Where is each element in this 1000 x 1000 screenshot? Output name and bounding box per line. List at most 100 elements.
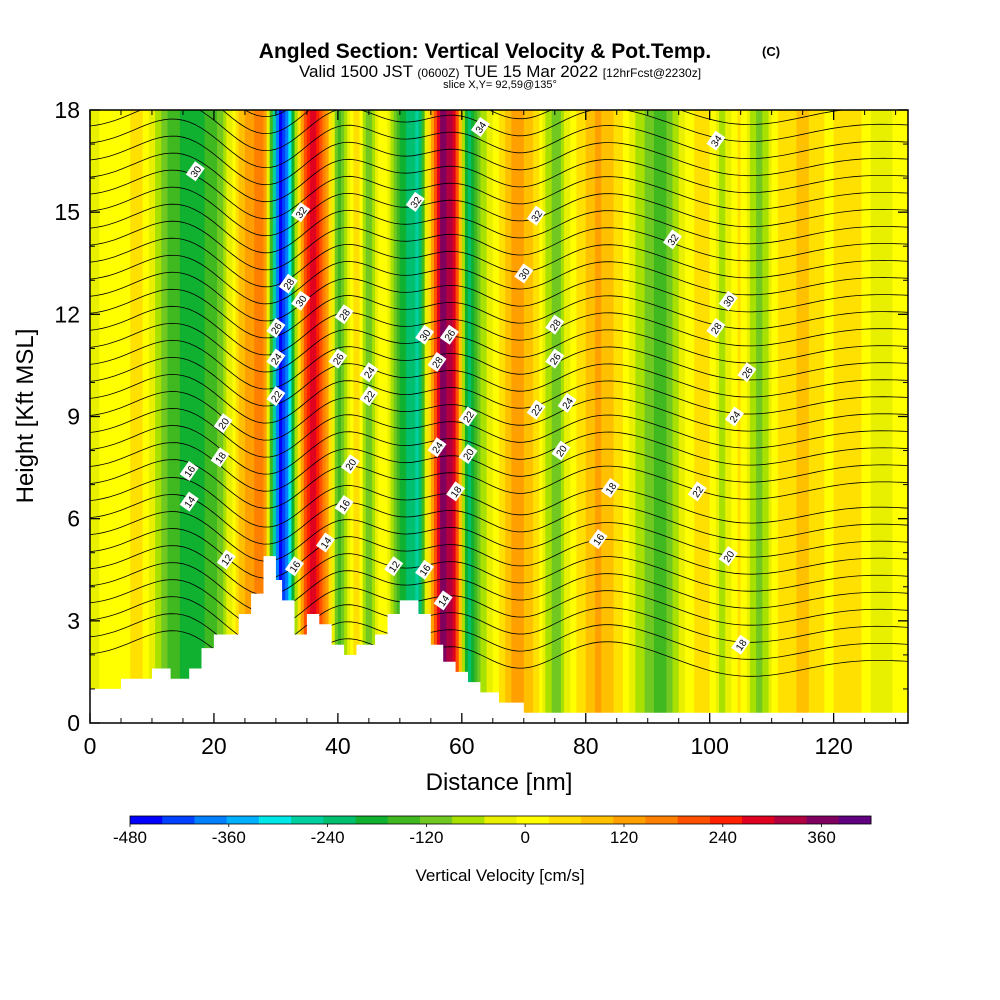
velocity-cell	[381, 110, 385, 723]
velocity-cell	[539, 110, 543, 723]
velocity-cell	[579, 110, 584, 723]
velocity-cell	[892, 110, 897, 723]
velocity-cell	[765, 110, 770, 723]
colorbar-frame	[129, 815, 872, 825]
contour-label-bg	[687, 481, 707, 502]
velocity-cell	[827, 110, 832, 723]
velocity-cell	[709, 110, 714, 723]
y-tick-label: 3	[67, 608, 80, 634]
isentrope-line	[90, 596, 908, 647]
velocity-cell	[681, 110, 686, 723]
velocity-cell	[886, 110, 891, 723]
contour-label: 20	[213, 413, 233, 434]
velocity-cell	[309, 110, 314, 723]
velocity-cell	[186, 110, 190, 723]
y-axis: 0 3 6 9 12 15 18	[54, 97, 908, 736]
velocity-cell	[849, 110, 853, 723]
velocity-cell	[793, 110, 798, 723]
contour-label-bg	[588, 529, 608, 550]
isentrope-line	[90, 110, 908, 152]
y-axis-label: Height [Kft MSL]	[12, 329, 39, 504]
velocity-cell	[179, 110, 184, 723]
slice-label: slice X,Y= 92,59@135°	[443, 79, 557, 91]
velocity-cell	[176, 110, 181, 723]
isentrope-line	[90, 442, 908, 492]
contour-label: 26	[737, 362, 757, 383]
velocity-cell	[350, 110, 354, 723]
velocity-cell	[170, 110, 175, 723]
velocity-cell	[303, 110, 308, 723]
isentrope-line	[90, 494, 908, 545]
velocity-cell	[604, 110, 609, 723]
velocity-cell	[189, 110, 193, 723]
isentrope-line	[90, 511, 908, 562]
velocity-cell	[297, 110, 302, 723]
velocity-cell	[684, 110, 689, 723]
velocity-cell	[508, 110, 512, 723]
velocity-cell	[406, 110, 410, 723]
velocity-cell	[557, 110, 562, 723]
x-tick-label: 80	[573, 733, 599, 759]
velocity-cell	[691, 110, 695, 723]
velocity-cell	[495, 110, 500, 723]
contour-label: 24	[724, 406, 745, 427]
velocity-cell	[344, 110, 348, 723]
contour-label: 32	[405, 191, 425, 212]
velocity-cell	[446, 110, 451, 723]
velocity-cell	[895, 110, 900, 723]
velocity-cell	[567, 110, 571, 723]
velocity-cell	[790, 110, 794, 723]
velocity-cell	[378, 110, 382, 723]
isentrope-line	[90, 169, 908, 220]
contour-label-bg	[545, 314, 565, 335]
velocity-cell	[638, 110, 643, 723]
colorbar-tick-label: 240	[709, 828, 737, 847]
velocity-cell	[365, 110, 370, 723]
isentrope-line	[90, 579, 908, 630]
colorbar-swatch	[291, 816, 324, 824]
velocity-cell	[675, 110, 680, 723]
velocity-cell	[182, 110, 187, 723]
velocity-cell	[489, 110, 494, 723]
velocity-cell	[815, 110, 819, 723]
contour-label-bg	[557, 392, 577, 413]
colorbar-swatch	[226, 816, 260, 824]
velocity-cell	[706, 110, 711, 723]
isentrope-line	[90, 237, 908, 288]
contour-label: 28	[334, 304, 354, 325]
colorbar-swatch	[774, 816, 807, 824]
contour-label: 30	[718, 290, 738, 311]
velocity-cell	[780, 110, 785, 723]
contour-label-bg	[266, 348, 286, 369]
velocity-cell	[846, 110, 850, 723]
velocity-cell	[130, 110, 134, 723]
velocity-cell	[653, 110, 658, 723]
velocity-cell	[542, 110, 547, 723]
contour-label: 18	[446, 481, 466, 502]
velocity-cell	[328, 110, 333, 723]
velocity-cell	[529, 110, 534, 723]
contour-label: 28	[278, 273, 298, 294]
y-tick-label: 0	[67, 710, 80, 736]
colorbar-swatch	[613, 816, 646, 824]
velocity-cell	[722, 110, 726, 723]
x-tick-label: 120	[814, 733, 852, 759]
velocity-cell	[127, 110, 131, 723]
velocity-cell	[753, 110, 757, 723]
velocity-cell	[749, 110, 754, 723]
velocity-cell	[864, 110, 869, 723]
isentrope-line	[90, 152, 908, 203]
velocity-cell	[811, 110, 816, 723]
velocity-cell	[331, 110, 336, 723]
velocity-cell	[743, 110, 748, 723]
velocity-cell	[266, 110, 271, 723]
contour-label-bg	[737, 362, 757, 383]
contour-label: 20	[458, 444, 478, 464]
contour-label: 24	[359, 362, 379, 383]
colorbar-swatch	[258, 816, 292, 824]
colorbar-swatch	[484, 816, 518, 824]
velocity-cell	[777, 110, 782, 723]
colorbar-swatch	[709, 816, 743, 824]
contour-label: 32	[662, 229, 683, 250]
velocity-cell	[787, 110, 791, 723]
